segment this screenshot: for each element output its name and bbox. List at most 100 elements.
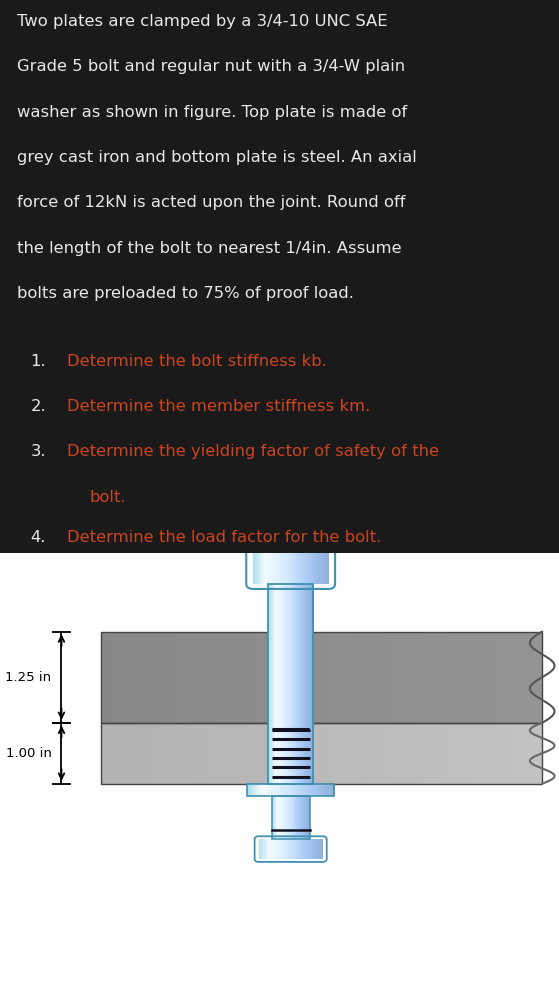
Bar — [287, 544, 290, 584]
Bar — [295, 783, 298, 796]
Bar — [277, 723, 289, 783]
Bar — [487, 631, 499, 723]
Bar — [297, 584, 299, 783]
Bar — [296, 840, 298, 859]
Bar — [309, 796, 310, 840]
Bar — [189, 631, 201, 723]
Bar — [294, 584, 296, 783]
Bar — [465, 631, 476, 723]
Bar — [314, 544, 316, 584]
Bar — [300, 584, 301, 783]
Bar — [509, 723, 520, 783]
Bar — [323, 544, 325, 584]
Bar — [299, 840, 301, 859]
Bar — [299, 796, 300, 840]
Bar — [260, 840, 262, 859]
Bar — [247, 783, 334, 796]
Bar — [307, 544, 310, 584]
Text: Determine the load factor guarding against: Determine the load factor guarding again… — [67, 576, 424, 591]
Bar — [278, 584, 280, 783]
Text: washer as shown in figure. Top plate is made of: washer as shown in figure. Top plate is … — [17, 105, 407, 120]
Bar — [259, 544, 261, 584]
Bar — [300, 783, 302, 796]
Bar — [278, 783, 281, 796]
Bar — [313, 840, 315, 859]
Bar — [270, 840, 272, 859]
Bar — [258, 840, 260, 859]
Bar — [299, 796, 301, 840]
Bar — [309, 840, 311, 859]
Bar — [112, 631, 124, 723]
Bar — [272, 796, 310, 840]
Bar — [281, 796, 283, 840]
Bar — [321, 840, 324, 859]
Bar — [249, 783, 252, 796]
Text: Determine the bolt stiffness kb.: Determine the bolt stiffness kb. — [67, 354, 327, 369]
Bar — [333, 631, 344, 723]
Bar — [272, 796, 273, 840]
Bar — [330, 783, 333, 796]
Bar — [296, 544, 299, 584]
Bar — [319, 544, 321, 584]
Bar — [280, 796, 281, 840]
Bar — [222, 631, 234, 723]
Bar — [328, 783, 330, 796]
Bar — [299, 544, 301, 584]
Bar — [266, 723, 278, 783]
Bar — [268, 584, 270, 783]
Bar — [476, 723, 487, 783]
Bar — [317, 783, 319, 796]
Bar — [264, 783, 267, 796]
Bar — [278, 840, 280, 859]
Bar — [255, 631, 267, 723]
Bar — [296, 796, 298, 840]
Bar — [297, 840, 299, 859]
Text: 1.00 in: 1.00 in — [6, 747, 51, 760]
Text: bolt.: bolt. — [89, 490, 126, 505]
Bar — [272, 544, 274, 584]
Bar — [304, 840, 306, 859]
Bar — [289, 796, 290, 840]
Bar — [288, 631, 300, 723]
Bar — [263, 840, 266, 859]
Bar — [333, 723, 344, 783]
Bar — [281, 584, 282, 783]
Bar — [300, 723, 311, 783]
Bar — [321, 783, 324, 796]
Bar — [257, 544, 259, 584]
Bar — [123, 631, 134, 723]
Bar — [264, 544, 267, 584]
Bar — [280, 584, 281, 783]
Bar — [311, 584, 312, 783]
Bar — [293, 584, 295, 783]
Bar — [200, 723, 211, 783]
Bar — [432, 723, 443, 783]
Bar — [252, 783, 254, 796]
Bar — [388, 631, 399, 723]
Bar — [311, 840, 314, 859]
Bar — [211, 631, 222, 723]
Bar — [291, 544, 293, 584]
Bar — [178, 723, 190, 783]
Bar — [312, 584, 314, 783]
Bar — [306, 796, 307, 840]
Bar — [280, 796, 282, 840]
Bar — [531, 723, 543, 783]
Text: Determine the member stiffness km.: Determine the member stiffness km. — [67, 399, 370, 414]
Bar — [290, 796, 291, 840]
Bar — [302, 584, 304, 783]
Bar — [268, 840, 271, 859]
Bar — [289, 840, 291, 859]
Bar — [509, 631, 520, 723]
Bar — [274, 840, 277, 859]
Bar — [366, 631, 377, 723]
Bar — [276, 584, 278, 783]
Bar — [319, 783, 321, 796]
Bar — [318, 840, 320, 859]
Bar — [307, 796, 309, 840]
Bar — [233, 631, 245, 723]
Bar — [291, 783, 293, 796]
Bar — [292, 544, 295, 584]
Bar — [112, 723, 124, 783]
Bar — [276, 544, 278, 584]
